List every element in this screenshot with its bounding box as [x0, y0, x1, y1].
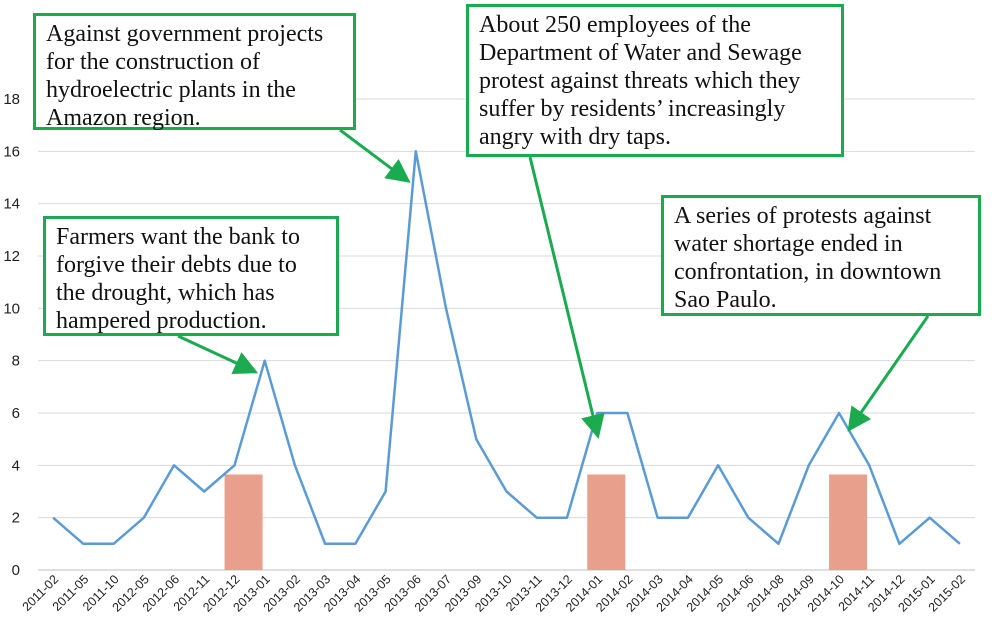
annotation-water-sewage: About 250 employees of the Department of… — [466, 4, 844, 157]
y-tick-label: 18 — [3, 91, 20, 108]
y-tick-label: 2 — [12, 510, 20, 527]
y-axis-tick-labels: 0 2 4 6 8 10 12 14 16 18 — [3, 91, 20, 579]
highlight-bar — [829, 474, 868, 570]
annotation-arrows — [177, 128, 930, 439]
annotation-farmers: Farmers want the bank to forgive their d… — [43, 216, 339, 336]
y-tick-label: 14 — [3, 196, 20, 213]
y-tick-label: 16 — [3, 143, 20, 160]
y-tick-label: 10 — [3, 300, 20, 317]
highlight-bar — [587, 474, 626, 570]
annotation-sao-paulo: A series of protests against water short… — [661, 195, 981, 316]
series-line — [52, 150, 961, 546]
y-tick-label: 8 — [12, 353, 20, 370]
y-tick-label: 0 — [12, 562, 20, 579]
annotation-arrow — [177, 334, 259, 374]
highlight-bar — [224, 474, 263, 570]
x-axis-tick-labels: 2011-022011-052011-102012-052012-062012-… — [20, 572, 968, 614]
y-tick-label: 6 — [12, 405, 20, 422]
annotation-arrow — [847, 315, 930, 432]
y-tick-label: 12 — [3, 248, 20, 265]
annotation-hydroelectric: Against government projects for the cons… — [33, 13, 356, 131]
y-tick-label: 4 — [12, 457, 20, 474]
annotation-arrow — [528, 156, 605, 439]
annotation-arrow — [339, 128, 411, 183]
highlight-bars — [224, 474, 868, 570]
